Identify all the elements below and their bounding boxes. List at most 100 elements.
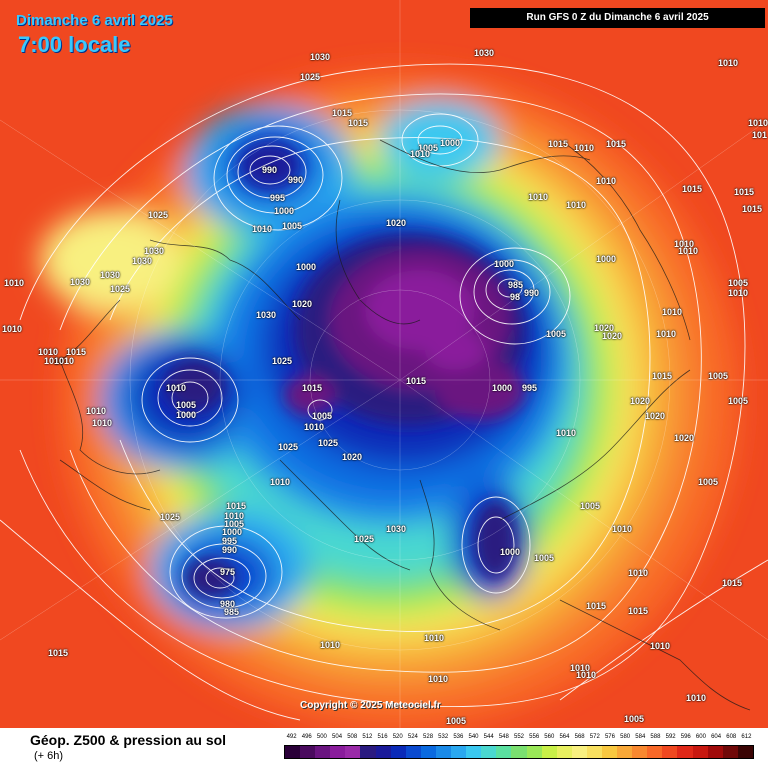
color-scale-label: 536 (453, 734, 464, 740)
color-scale-swatch (526, 746, 542, 758)
isobar-label: 1015 (652, 371, 673, 381)
color-scale-swatch (647, 746, 663, 758)
isobar-label: 1010 (566, 200, 587, 210)
isobar-label: 1030 (474, 48, 495, 58)
isobar-label: 1010 (224, 511, 245, 521)
isobar-label: 1010 (424, 633, 445, 643)
isobar-label: 1020 (292, 299, 313, 309)
isobar-label: 1000 (492, 383, 513, 393)
isobar-label: 1010 (270, 477, 291, 487)
isobar-label: 1005 (708, 371, 729, 381)
color-scale-swatch (420, 746, 436, 758)
isobar-label: 1000 (494, 259, 515, 269)
map-time: 7:00 locale (18, 32, 131, 57)
isobar-label: 1010 (718, 58, 739, 68)
isobar-label: 1010 (252, 224, 273, 234)
isobar-label: 1010 (166, 383, 187, 393)
color-scale-label: 596 (680, 734, 691, 740)
color-scale-label: 572 (589, 734, 600, 740)
color-scale-label: 544 (483, 734, 494, 740)
isobar-label: 1010 (576, 670, 597, 680)
isobar-label: 1005 (176, 400, 197, 410)
color-scale-swatch (300, 746, 316, 758)
color-scale-swatch (481, 746, 497, 758)
isobar-label: 1010 (556, 428, 577, 438)
isobar-label: 990 (288, 175, 304, 185)
isobar-label: 1020 (386, 218, 407, 228)
isobar-label: 975 (220, 567, 236, 577)
isobar-label: 1005 (698, 477, 719, 487)
isobar-label: 1005 (224, 519, 245, 529)
isobar-label: 1010 (86, 406, 107, 416)
isobar-label: 1030 (100, 270, 121, 280)
color-scale-label: 612 (741, 734, 752, 740)
color-scale-label: 508 (347, 734, 358, 740)
color-scale-bar (284, 745, 754, 759)
color-scale-label: 528 (423, 734, 434, 740)
color-scale-swatch (601, 746, 618, 758)
isobar-label: 1005 (728, 278, 749, 288)
color-scale-label: 592 (665, 734, 676, 740)
color-scale-label: 560 (544, 734, 555, 740)
isobar-label: 995 (270, 193, 286, 203)
color-scale-swatch (677, 746, 693, 758)
isobar-label: 1010 (570, 663, 591, 673)
isobar-label: 1010 (320, 640, 341, 650)
color-scale-label: 580 (620, 734, 631, 740)
color-scale-label: 540 (468, 734, 479, 740)
color-scale-swatch (496, 746, 512, 758)
isobar-label: 1015 (734, 187, 755, 197)
isobar-label: 980 (220, 599, 236, 609)
color-scale-label: 564 (559, 734, 570, 740)
footer: Géop. Z500 & pression au sol (+ 6h) 492 4… (0, 728, 768, 768)
color-scale-swatch (345, 746, 361, 758)
isobar-label: 1000 (596, 254, 617, 264)
isobar-label: 1010 (686, 693, 707, 703)
isobar-label: 1015 (332, 108, 353, 118)
isobar-label: 1010 (678, 246, 699, 256)
isobar-label: 1010 (728, 288, 749, 298)
color-scale-label: 576 (604, 734, 615, 740)
isobar-label: 1000 (296, 262, 317, 272)
isobar-label: 1020 (594, 323, 615, 333)
color-scale-swatch (285, 746, 301, 758)
isobar-label: 1010 (304, 422, 325, 432)
isobar-label: 1025 (354, 534, 375, 544)
isobar-label: 1010 (428, 674, 449, 684)
color-scale-label: 548 (498, 734, 509, 740)
color-scale-label: 512 (362, 734, 373, 740)
isobar-label: 1010 (628, 568, 649, 578)
color-scale-label: 556 (529, 734, 540, 740)
isobar-label: 1005 (546, 329, 567, 339)
isobar-label: 1010 (656, 329, 677, 339)
isobar-label: 1010 (410, 149, 431, 159)
isobar-label: 1015 (586, 601, 607, 611)
isobar-label: 1030 (386, 524, 407, 534)
footer-subtitle: (+ 6h) (34, 750, 64, 762)
isobar-label: 1000 (176, 410, 197, 420)
color-scale-label: 524 (407, 734, 418, 740)
isobar-label: 990 (524, 288, 540, 298)
color-scale-swatch (571, 746, 587, 758)
color-scale-label: 516 (377, 734, 388, 740)
color-scale-swatch (707, 746, 723, 758)
isobar-label: 1025 (278, 442, 299, 452)
color-scale-label: 492 (286, 734, 297, 740)
isobar-label: 1010 (674, 239, 695, 249)
isobar-label: 1000 (222, 527, 243, 537)
isobar-label: 1010 (662, 307, 683, 317)
color-scale-swatch (586, 746, 602, 758)
color-scale-label: 584 (635, 734, 646, 740)
color-scale-label: 496 (301, 734, 312, 740)
isobar-label: 1015 (406, 376, 427, 386)
map-date: Dimanche 6 avril 2025 (16, 12, 173, 29)
isobar-label: 1010 (38, 347, 59, 357)
isobar-label: 1010 (54, 356, 75, 366)
color-scale-label: 520 (392, 734, 403, 740)
color-scale-swatch (556, 746, 572, 758)
color-scale-swatch (632, 746, 648, 758)
isobar-label: 1020 (630, 396, 651, 406)
isobar-label: 1015 (302, 383, 323, 393)
isobar-label: 1000 (274, 206, 295, 216)
color-scale-swatch (405, 746, 421, 758)
